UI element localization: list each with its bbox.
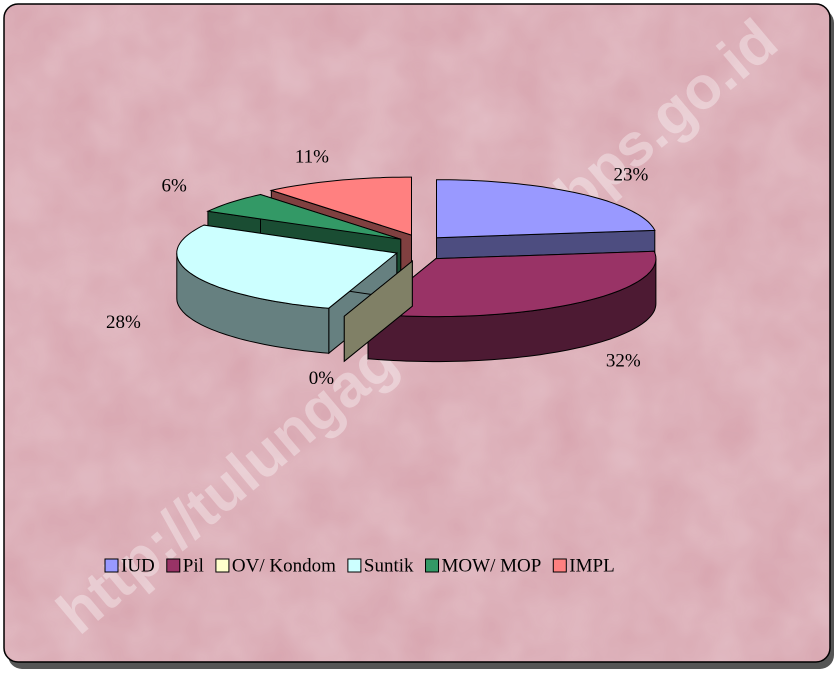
legend: IUD Pil OV/ Kondom Suntik MOW/ MOP IMPL [104, 555, 615, 576]
legend-swatch [552, 558, 567, 573]
data-label: 0% [309, 368, 335, 389]
data-labels: 23% 32% 0% 28% 6% 11% [106, 146, 649, 389]
legend-label: OV/ Kondom [232, 555, 336, 576]
legend-swatch [347, 558, 362, 573]
legend-swatch [215, 558, 230, 573]
legend-label: IMPL [569, 555, 614, 576]
pie-slice [366, 250, 657, 363]
slice-top [176, 224, 399, 309]
pie [176, 176, 657, 363]
slice-top [436, 179, 656, 239]
legend-label: Pil [183, 555, 204, 576]
data-label: 23% [614, 165, 649, 186]
legend-label: IUD [121, 555, 155, 576]
data-label: 11% [295, 146, 329, 167]
legend-swatch [104, 558, 119, 573]
legend-label: Suntik [364, 555, 414, 576]
pie-slice [343, 260, 413, 363]
legend-swatch [425, 558, 440, 573]
slice-radial-face [343, 260, 413, 363]
data-label: 32% [606, 351, 641, 372]
slice-top [269, 176, 412, 236]
legend-swatch [166, 558, 181, 573]
data-label: 28% [106, 312, 141, 333]
slice-top [206, 193, 401, 240]
legend-label: MOW/ MOP [442, 555, 542, 576]
data-label: 6% [162, 175, 188, 196]
slice-top [366, 250, 657, 318]
